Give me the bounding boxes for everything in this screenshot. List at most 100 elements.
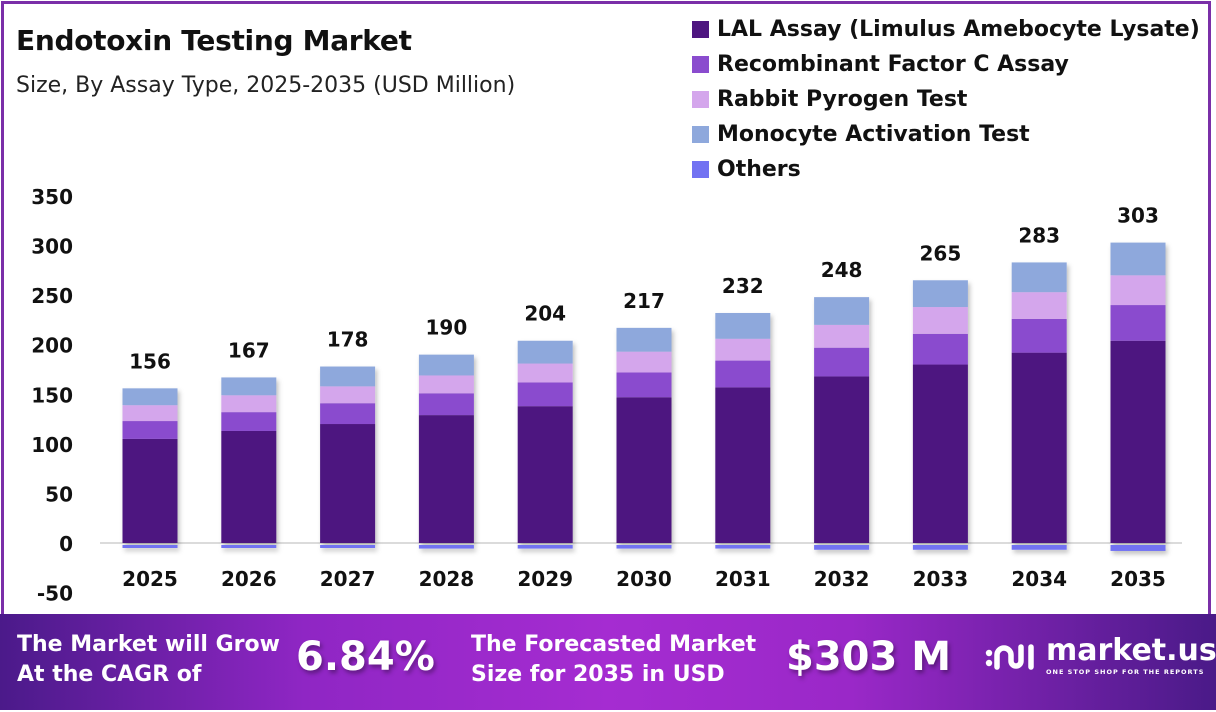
bar-segment-lal-assay-limulus-amebocyte-lysate [122, 438, 178, 543]
bar-segment-others [1011, 545, 1067, 550]
legend-swatch [692, 56, 709, 73]
x-tick-label: 2025 [122, 567, 178, 591]
bar-segment-lal-assay-limulus-amebocyte-lysate [616, 397, 672, 543]
bar-segment-lal-assay-limulus-amebocyte-lysate [1011, 352, 1067, 543]
bar-2025 [122, 388, 178, 548]
bar-segment-monocyte-activation-test [616, 327, 672, 352]
bar-total-label: 167 [228, 338, 270, 362]
legend-swatch [692, 91, 709, 108]
bar-segment-lal-assay-limulus-amebocyte-lysate [517, 406, 573, 543]
bar-segment-monocyte-activation-test [122, 388, 178, 406]
x-tick-label: 2029 [517, 567, 573, 591]
legend-item-rabbit: Rabbit Pyrogen Test [692, 82, 1200, 117]
bar-segment-recombinant-factor-c-assay [1110, 305, 1166, 341]
bar-segment-lal-assay-limulus-amebocyte-lysate [814, 376, 870, 543]
bar-segment-recombinant-factor-c-assay [320, 403, 376, 425]
bar-2031 [715, 312, 771, 549]
x-tick-label: 2031 [715, 567, 771, 591]
cagr-label: The Market will Grow At the CAGR of [17, 630, 280, 690]
cagr-label-line1: The Market will Grow [17, 632, 280, 657]
y-tick-label: 300 [31, 235, 73, 259]
y-tick-label: 0 [59, 532, 73, 556]
chart-subtitle: Size, By Assay Type, 2025-2035 (USD Mill… [16, 73, 516, 98]
y-tick-label: 200 [31, 334, 73, 358]
bar-segment-monocyte-activation-test [320, 366, 376, 387]
bar-segment-others [1110, 545, 1166, 551]
legend-label: Monocyte Activation Test [717, 122, 1030, 147]
bar-segment-others [122, 545, 178, 548]
x-tick-label: 2034 [1011, 567, 1067, 591]
bar-segment-others [418, 545, 474, 549]
bar-2030 [616, 327, 672, 549]
forecast-label-line2: Size for 2035 in USD [471, 662, 725, 687]
bar-total-label: 303 [1117, 204, 1159, 228]
bar-segment-others [221, 545, 277, 548]
bar-total-label: 283 [1018, 223, 1060, 247]
bar-segment-rabbit-pyrogen-test [221, 395, 277, 413]
y-tick-label: 150 [31, 383, 73, 407]
bar-segment-monocyte-activation-test [1011, 262, 1067, 293]
bar-segment-lal-assay-limulus-amebocyte-lysate [715, 387, 771, 543]
y-tick-label: 350 [31, 185, 73, 209]
bar-2029 [517, 340, 573, 549]
bar-segment-others [715, 545, 771, 549]
bar-segment-monocyte-activation-test [418, 354, 474, 376]
y-tick-label: 100 [31, 433, 73, 457]
legend: LAL Assay (Limulus Amebocyte Lysate) Rec… [692, 12, 1200, 187]
x-tick-label: 2026 [221, 567, 277, 591]
bar-segment-recombinant-factor-c-assay [221, 412, 277, 431]
x-tick-label: 2032 [814, 567, 870, 591]
bar-segment-rabbit-pyrogen-test [715, 338, 771, 361]
legend-label: Others [717, 157, 801, 182]
bar-segment-monocyte-activation-test [1110, 242, 1166, 276]
bar-segment-recombinant-factor-c-assay [814, 347, 870, 377]
bar-segment-rabbit-pyrogen-test [814, 324, 870, 348]
bar-total-label: 248 [821, 258, 863, 282]
bar-segment-recombinant-factor-c-assay [715, 360, 771, 388]
bar-total-label: 156 [129, 349, 171, 373]
bar-segment-rabbit-pyrogen-test [616, 351, 672, 373]
y-tick-label: -50 [37, 582, 73, 606]
bar-segment-lal-assay-limulus-amebocyte-lysate [418, 415, 474, 543]
bar-2026 [221, 377, 277, 548]
legend-item-lal: LAL Assay (Limulus Amebocyte Lysate) [692, 12, 1200, 47]
bar-segment-rabbit-pyrogen-test [320, 386, 376, 404]
bar-segment-monocyte-activation-test [517, 340, 573, 364]
bar-segment-recombinant-factor-c-assay [616, 372, 672, 398]
bar-total-label: 265 [920, 241, 962, 265]
legend-label: Recombinant Factor C Assay [717, 52, 1069, 77]
brand-name: market.us [1046, 633, 1216, 668]
bar-segment-monocyte-activation-test [221, 377, 277, 396]
bar-segment-recombinant-factor-c-assay [122, 421, 178, 439]
legend-label: LAL Assay (Limulus Amebocyte Lysate) [717, 17, 1200, 42]
legend-item-others: Others [692, 152, 1200, 187]
bar-segment-others [517, 545, 573, 549]
bar-segment-others [616, 545, 672, 549]
forecast-label-line1: The Forecasted Market [471, 632, 757, 657]
bar-total-label: 190 [426, 316, 468, 340]
legend-item-mat: Monocyte Activation Test [692, 117, 1200, 152]
bar-segment-recombinant-factor-c-assay [517, 382, 573, 407]
legend-swatch [692, 126, 709, 143]
bar-segment-rabbit-pyrogen-test [517, 363, 573, 383]
bar-2028 [418, 354, 474, 549]
bar-segment-rabbit-pyrogen-test [912, 307, 968, 334]
bar-total-label: 232 [722, 274, 764, 298]
bar-total-label: 178 [327, 328, 369, 352]
bar-segment-monocyte-activation-test [912, 280, 968, 308]
bars: 156 167 178 190 204 217 232 248 265 283 303 [122, 204, 1166, 551]
bar-segment-monocyte-activation-test [715, 312, 771, 339]
bar-2034 [1011, 262, 1067, 550]
bar-segment-lal-assay-limulus-amebocyte-lysate [221, 430, 277, 543]
bar-segment-lal-assay-limulus-amebocyte-lysate [1110, 340, 1166, 543]
bar-segment-recombinant-factor-c-assay [418, 393, 474, 416]
y-axis: 350 300 250 200 150 100 50 0 -50 [31, 185, 73, 606]
bar-segment-rabbit-pyrogen-test [122, 405, 178, 422]
bar-2027 [320, 366, 376, 548]
legend-item-rfc: Recombinant Factor C Assay [692, 47, 1200, 82]
x-tick-label: 2027 [320, 567, 376, 591]
x-tick-label: 2035 [1110, 567, 1166, 591]
bar-segment-others [814, 545, 870, 550]
legend-swatch [692, 161, 709, 178]
